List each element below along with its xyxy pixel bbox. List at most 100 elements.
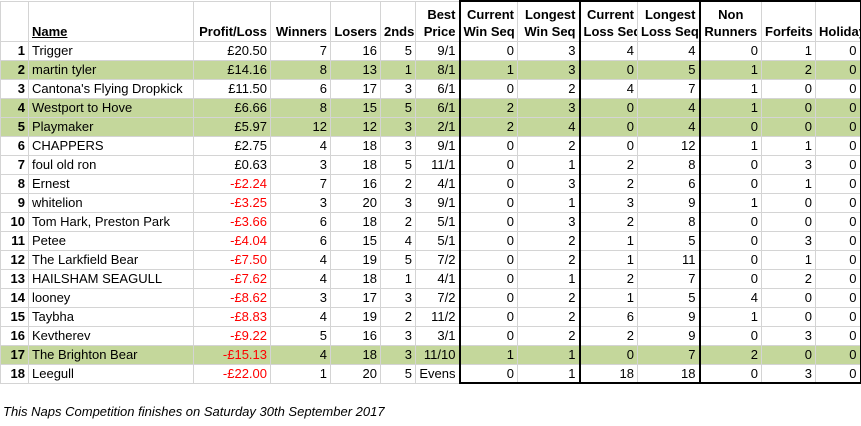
cell-rank[interactable]: 7 bbox=[0, 154, 29, 175]
cell-forfeits[interactable]: 3 bbox=[761, 154, 816, 175]
cell-forfeits[interactable]: 3 bbox=[761, 363, 816, 384]
cell-name[interactable]: martin tyler bbox=[28, 59, 194, 80]
cell-winners[interactable]: 6 bbox=[270, 211, 331, 232]
cell-name[interactable]: Leegull bbox=[28, 363, 194, 384]
cell-current-loss-seq[interactable]: 2 bbox=[578, 268, 638, 289]
cell-longest-loss-seq[interactable]: 4 bbox=[637, 97, 701, 118]
cell-rank[interactable]: 6 bbox=[0, 135, 29, 156]
cell-current-win-seq[interactable]: 0 bbox=[458, 287, 518, 308]
cell-winners[interactable]: 12 bbox=[270, 116, 331, 137]
cell-best-price[interactable]: 3/1 bbox=[415, 325, 461, 346]
cell-holiday[interactable]: 0 bbox=[815, 306, 861, 327]
cell-holiday[interactable]: 0 bbox=[815, 154, 861, 175]
cell-longest-win-seq[interactable]: 2 bbox=[517, 306, 581, 327]
cell-rank[interactable]: 17 bbox=[0, 344, 29, 365]
cell-current-win-seq[interactable]: 0 bbox=[458, 363, 518, 384]
cell-forfeits[interactable]: 0 bbox=[761, 116, 816, 137]
cell-profit-loss[interactable]: -£8.62 bbox=[193, 287, 271, 308]
cell-non-runners[interactable]: 0 bbox=[698, 116, 762, 137]
cell-losers[interactable]: 17 bbox=[330, 287, 381, 308]
cell-losers[interactable]: 17 bbox=[330, 78, 381, 99]
cell-name[interactable]: Petee bbox=[28, 230, 194, 251]
cell-best-price[interactable]: 5/1 bbox=[415, 230, 461, 251]
cell-non-runners[interactable]: 1 bbox=[698, 59, 762, 80]
cell-name[interactable]: HAILSHAM SEAGULL bbox=[28, 268, 194, 289]
cell-holiday[interactable]: 0 bbox=[815, 211, 861, 232]
cell-longest-loss-seq[interactable]: 7 bbox=[637, 268, 701, 289]
header-losers[interactable]: Losers bbox=[330, 0, 381, 42]
cell-forfeits[interactable]: 0 bbox=[761, 306, 816, 327]
cell-losers[interactable]: 16 bbox=[330, 40, 381, 61]
cell-longest-win-seq[interactable]: 4 bbox=[517, 116, 581, 137]
cell-rank[interactable]: 18 bbox=[0, 363, 29, 384]
cell-current-win-seq[interactable]: 0 bbox=[458, 268, 518, 289]
cell-seconds[interactable]: 2 bbox=[380, 211, 416, 232]
cell-losers[interactable]: 19 bbox=[330, 306, 381, 327]
cell-winners[interactable]: 4 bbox=[270, 249, 331, 270]
cell-longest-loss-seq[interactable]: 12 bbox=[637, 135, 701, 156]
header-current-loss-seq[interactable]: Current Loss Seq bbox=[578, 0, 638, 42]
cell-current-win-seq[interactable]: 0 bbox=[458, 173, 518, 194]
cell-forfeits[interactable]: 1 bbox=[761, 40, 816, 61]
cell-current-loss-seq[interactable]: 2 bbox=[578, 325, 638, 346]
cell-seconds[interactable]: 2 bbox=[380, 173, 416, 194]
cell-current-loss-seq[interactable]: 0 bbox=[578, 97, 638, 118]
header-forfeits[interactable]: Forfeits bbox=[761, 0, 816, 42]
cell-longest-win-seq[interactable]: 3 bbox=[517, 211, 581, 232]
cell-non-runners[interactable]: 0 bbox=[698, 173, 762, 194]
cell-current-win-seq[interactable]: 0 bbox=[458, 325, 518, 346]
cell-longest-loss-seq[interactable]: 18 bbox=[637, 363, 701, 384]
cell-losers[interactable]: 13 bbox=[330, 59, 381, 80]
cell-longest-win-seq[interactable]: 3 bbox=[517, 40, 581, 61]
cell-forfeits[interactable]: 0 bbox=[761, 287, 816, 308]
cell-rank[interactable]: 13 bbox=[0, 268, 29, 289]
cell-rank[interactable]: 14 bbox=[0, 287, 29, 308]
cell-current-win-seq[interactable]: 0 bbox=[458, 154, 518, 175]
cell-profit-loss[interactable]: -£7.50 bbox=[193, 249, 271, 270]
cell-seconds[interactable]: 5 bbox=[380, 97, 416, 118]
cell-longest-loss-seq[interactable]: 7 bbox=[637, 78, 701, 99]
cell-forfeits[interactable]: 0 bbox=[761, 344, 816, 365]
cell-forfeits[interactable]: 2 bbox=[761, 59, 816, 80]
cell-forfeits[interactable]: 1 bbox=[761, 173, 816, 194]
cell-losers[interactable]: 19 bbox=[330, 249, 381, 270]
cell-name[interactable]: CHAPPERS bbox=[28, 135, 194, 156]
cell-longest-win-seq[interactable]: 1 bbox=[517, 363, 581, 384]
cell-name[interactable]: Playmaker bbox=[28, 116, 194, 137]
cell-current-loss-seq[interactable]: 0 bbox=[578, 59, 638, 80]
cell-rank[interactable]: 10 bbox=[0, 211, 29, 232]
cell-current-loss-seq[interactable]: 3 bbox=[578, 192, 638, 213]
cell-seconds[interactable]: 3 bbox=[380, 116, 416, 137]
cell-current-win-seq[interactable]: 0 bbox=[458, 40, 518, 61]
cell-winners[interactable]: 5 bbox=[270, 325, 331, 346]
cell-longest-loss-seq[interactable]: 11 bbox=[637, 249, 701, 270]
cell-longest-win-seq[interactable]: 1 bbox=[517, 344, 581, 365]
cell-seconds[interactable]: 3 bbox=[380, 344, 416, 365]
cell-longest-win-seq[interactable]: 1 bbox=[517, 154, 581, 175]
cell-profit-loss[interactable]: -£15.13 bbox=[193, 344, 271, 365]
cell-rank[interactable]: 16 bbox=[0, 325, 29, 346]
cell-losers[interactable]: 12 bbox=[330, 116, 381, 137]
cell-current-loss-seq[interactable]: 2 bbox=[578, 173, 638, 194]
cell-best-price[interactable]: 9/1 bbox=[415, 40, 461, 61]
cell-holiday[interactable]: 0 bbox=[815, 344, 861, 365]
cell-current-loss-seq[interactable]: 0 bbox=[578, 135, 638, 156]
cell-longest-win-seq[interactable]: 2 bbox=[517, 325, 581, 346]
cell-non-runners[interactable]: 0 bbox=[698, 230, 762, 251]
header-best-price[interactable]: Best Price bbox=[415, 0, 461, 42]
cell-best-price[interactable]: 6/1 bbox=[415, 97, 461, 118]
cell-winners[interactable]: 8 bbox=[270, 59, 331, 80]
cell-rank[interactable]: 2 bbox=[0, 59, 29, 80]
cell-seconds[interactable]: 2 bbox=[380, 306, 416, 327]
cell-winners[interactable]: 6 bbox=[270, 230, 331, 251]
cell-name[interactable]: looney bbox=[28, 287, 194, 308]
cell-name[interactable]: foul old ron bbox=[28, 154, 194, 175]
cell-losers[interactable]: 16 bbox=[330, 325, 381, 346]
cell-rank[interactable]: 4 bbox=[0, 97, 29, 118]
cell-current-win-seq[interactable]: 0 bbox=[458, 78, 518, 99]
cell-name[interactable]: whitelion bbox=[28, 192, 194, 213]
cell-current-win-seq[interactable]: 2 bbox=[458, 97, 518, 118]
cell-holiday[interactable]: 0 bbox=[815, 325, 861, 346]
cell-holiday[interactable]: 0 bbox=[815, 173, 861, 194]
cell-best-price[interactable]: 11/1 bbox=[415, 154, 461, 175]
